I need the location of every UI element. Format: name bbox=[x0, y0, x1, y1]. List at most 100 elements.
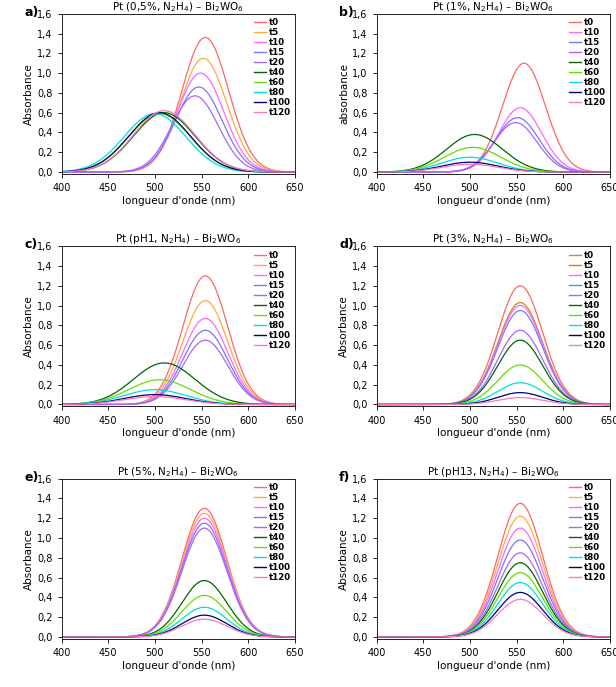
Line: t60: t60 bbox=[62, 113, 295, 172]
t120 bbox=[214, 399, 222, 407]
t60 bbox=[469, 143, 476, 151]
Legend: t0, t5, t10, t15, t20, t40, t60, t80, t100, t120: t0, t5, t10, t15, t20, t40, t60, t80, t1… bbox=[253, 16, 293, 119]
t15 bbox=[58, 168, 65, 176]
Line: t60: t60 bbox=[376, 147, 610, 172]
Line: t120: t120 bbox=[376, 164, 610, 172]
t10 bbox=[118, 633, 125, 641]
t10 bbox=[214, 92, 222, 100]
t15 bbox=[479, 379, 486, 387]
t10 bbox=[234, 139, 241, 148]
t100 bbox=[163, 627, 171, 635]
t80 bbox=[196, 395, 203, 403]
t100 bbox=[479, 159, 486, 167]
t10 bbox=[234, 370, 241, 379]
t20 bbox=[479, 153, 486, 161]
Line: t15: t15 bbox=[62, 87, 295, 172]
t15 bbox=[195, 522, 203, 530]
Legend: t0, t5, t10, t15, t20, t40, t60, t80, t100, t120: t0, t5, t10, t15, t20, t40, t60, t80, t1… bbox=[568, 482, 608, 584]
Line: t60: t60 bbox=[376, 365, 610, 405]
t80 bbox=[606, 633, 614, 641]
t40 bbox=[164, 109, 171, 117]
t0 bbox=[521, 59, 528, 67]
t100 bbox=[164, 392, 171, 400]
t10 bbox=[373, 633, 380, 641]
Line: t100: t100 bbox=[376, 393, 610, 405]
t60 bbox=[479, 618, 486, 626]
t0 bbox=[549, 359, 556, 367]
t80 bbox=[164, 387, 171, 395]
t80 bbox=[549, 393, 556, 401]
t15 bbox=[195, 329, 203, 337]
t80 bbox=[196, 148, 203, 156]
t5 bbox=[195, 300, 203, 308]
t20 bbox=[510, 552, 517, 560]
t80 bbox=[606, 401, 614, 409]
t10 bbox=[606, 401, 614, 409]
t0 bbox=[201, 34, 209, 42]
t80 bbox=[163, 625, 171, 633]
t100 bbox=[118, 140, 125, 148]
t60 bbox=[373, 401, 380, 409]
Line: t15: t15 bbox=[376, 117, 610, 172]
t10 bbox=[479, 607, 486, 616]
t80 bbox=[414, 166, 421, 174]
t120 bbox=[234, 627, 241, 635]
Line: t20: t20 bbox=[376, 122, 610, 172]
t20 bbox=[291, 401, 299, 409]
t60 bbox=[606, 633, 614, 641]
t0 bbox=[414, 633, 421, 641]
t40 bbox=[606, 401, 614, 409]
t120 bbox=[58, 168, 65, 176]
t5 bbox=[234, 592, 241, 600]
t10 bbox=[214, 534, 222, 542]
t100 bbox=[195, 611, 203, 620]
t80 bbox=[164, 114, 171, 122]
Line: t40: t40 bbox=[62, 581, 295, 637]
Line: t60: t60 bbox=[62, 380, 295, 405]
Line: t5: t5 bbox=[62, 513, 295, 637]
t20 bbox=[606, 633, 614, 641]
t5 bbox=[201, 297, 209, 305]
t5 bbox=[549, 364, 556, 372]
t80 bbox=[234, 166, 241, 174]
t100 bbox=[58, 168, 65, 176]
Y-axis label: Absorbance: Absorbance bbox=[24, 295, 34, 357]
t10 bbox=[373, 401, 380, 409]
t0 bbox=[195, 508, 203, 516]
t40 bbox=[606, 633, 614, 641]
t10 bbox=[549, 594, 556, 602]
t40 bbox=[291, 401, 299, 409]
t10 bbox=[291, 633, 299, 641]
t120 bbox=[606, 401, 614, 409]
t20 bbox=[195, 339, 203, 347]
Line: t0: t0 bbox=[376, 63, 610, 172]
t40 bbox=[510, 561, 517, 570]
t5 bbox=[58, 401, 65, 409]
t20 bbox=[234, 378, 241, 386]
Legend: t0, t5, t10, t15, t20, t40, t60, t80, t100, t120: t0, t5, t10, t15, t20, t40, t60, t80, t1… bbox=[253, 249, 293, 352]
t100 bbox=[433, 633, 440, 641]
t20 bbox=[479, 613, 486, 621]
t120 bbox=[118, 633, 125, 641]
t20 bbox=[291, 168, 299, 176]
t20 bbox=[58, 401, 65, 409]
t15 bbox=[234, 595, 241, 603]
t120 bbox=[58, 633, 65, 641]
t120 bbox=[510, 394, 517, 402]
t0 bbox=[234, 355, 241, 363]
t120 bbox=[214, 618, 222, 626]
t0 bbox=[234, 116, 241, 124]
t60 bbox=[291, 401, 299, 409]
t60 bbox=[414, 633, 421, 641]
t40 bbox=[118, 145, 125, 153]
t80 bbox=[549, 613, 556, 622]
t120 bbox=[414, 633, 421, 641]
t100 bbox=[291, 401, 299, 409]
Line: t60: t60 bbox=[376, 572, 610, 637]
t0 bbox=[549, 586, 556, 594]
t15 bbox=[118, 401, 125, 409]
t120 bbox=[414, 166, 421, 174]
t100 bbox=[479, 622, 486, 631]
t100 bbox=[510, 389, 517, 397]
t20 bbox=[118, 168, 125, 176]
